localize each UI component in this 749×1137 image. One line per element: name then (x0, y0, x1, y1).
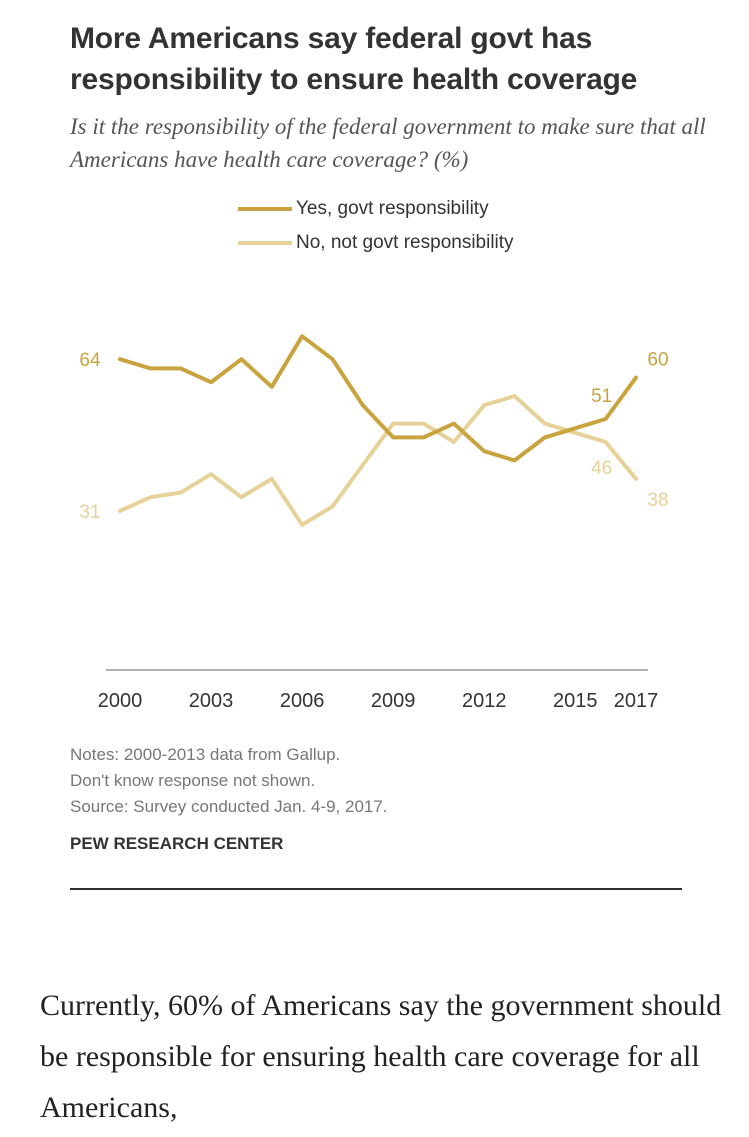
legend-item-yes: Yes, govt responsibility (238, 192, 514, 226)
note-line: Notes: 2000-2013 data from Gallup. (70, 745, 341, 764)
chart-subtitle: Is it the responsibility of the federal … (70, 114, 706, 172)
legend-item-no: No, not govt responsibility (238, 226, 514, 260)
line-chart: 2000 2003 2006 2009 2012 2015 2017 64 51 60 31 46 38 (79, 334, 669, 712)
series-line-no (118, 394, 638, 527)
x-tick-label: 2003 (189, 690, 234, 712)
chart-legend: Yes, govt responsibility No, not govt re… (238, 192, 514, 260)
chart-notes: Notes: 2000-2013 data from Gallup. Don't… (70, 742, 388, 820)
x-tick-label: 2000 (98, 690, 143, 712)
note-line: Don't know response not shown. (70, 771, 316, 790)
data-label: 64 (79, 350, 101, 371)
x-tick-label: 2009 (371, 690, 416, 712)
data-label: 31 (79, 502, 100, 523)
legend-swatch-yes (238, 207, 292, 211)
chart-title: More Americans say federal govt has resp… (70, 22, 638, 96)
data-label: 46 (591, 458, 612, 479)
legend-label-yes: Yes, govt responsibility (296, 198, 489, 219)
x-tick-label: 2006 (280, 690, 325, 712)
x-tick-label: 2015 (553, 690, 598, 712)
article-paragraph: Currently, 60% of Americans say the gove… (40, 989, 722, 1124)
source-brand: PEW RESEARCH CENTER (70, 834, 284, 853)
x-tick-label: 2017 (614, 690, 659, 712)
series-line-yes (118, 334, 638, 463)
divider-rule (70, 888, 682, 890)
x-tick-label: 2012 (462, 690, 507, 712)
data-label: 51 (591, 386, 612, 407)
note-line: Source: Survey conducted Jan. 4-9, 2017. (70, 797, 388, 816)
legend-label-no: No, not govt responsibility (296, 232, 514, 253)
data-label: 38 (647, 490, 668, 511)
data-label: 60 (647, 350, 668, 371)
legend-swatch-no (238, 241, 292, 245)
